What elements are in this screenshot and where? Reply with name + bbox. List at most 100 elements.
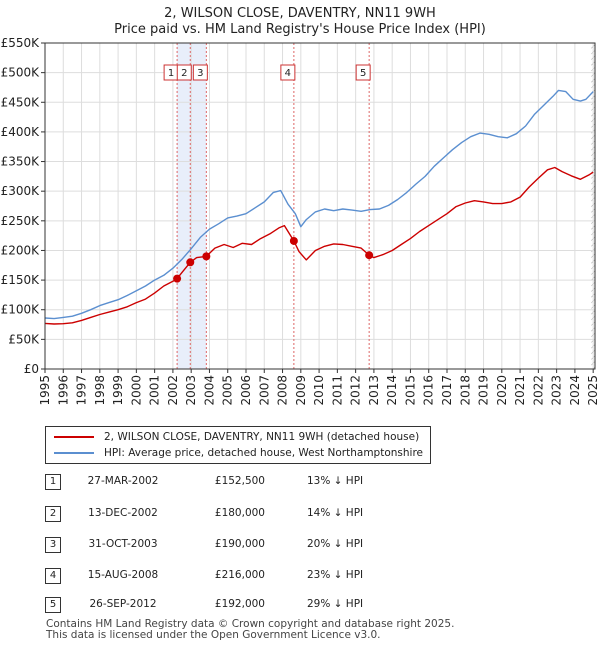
- legend-label-hpi: HPI: Average price, detached house, West…: [104, 447, 423, 459]
- sale-date: 15-AUG-2008: [87, 569, 159, 581]
- sale-date: 31-OCT-2003: [88, 538, 158, 550]
- sale-point: [289, 236, 298, 245]
- y-tick-label: £400K: [1, 125, 41, 139]
- sale-price: £216,000: [214, 569, 265, 581]
- y-tick-label: £150K: [1, 273, 41, 287]
- x-tick-label: 1997: [75, 375, 89, 406]
- x-tick-label: 2019: [477, 375, 491, 406]
- sale-price: £192,000: [214, 598, 265, 610]
- sale-row: 5 26-SEP-2012 £192,000 29% ↓ HPI: [45, 597, 445, 613]
- chart-legend: 2, WILSON CLOSE, DAVENTRY, NN11 9WH (det…: [45, 426, 431, 464]
- x-tick-label: 2008: [276, 375, 290, 406]
- sale-row: 3 31-OCT-2003 £190,000 20% ↓ HPI: [45, 537, 445, 553]
- sale-marker-badge: [280, 64, 296, 81]
- y-tick-label: £200K: [1, 243, 41, 257]
- property-price-line: [45, 166, 594, 325]
- sale-number-badge: 3: [45, 537, 61, 553]
- plot-area: [45, 43, 595, 369]
- x-tick-label: 2011: [330, 375, 344, 406]
- sale-marker-badge: [355, 64, 371, 81]
- y-tick-label: £350K: [1, 155, 41, 169]
- sale-marker-label: 4: [285, 68, 291, 79]
- y-tick-label: £250K: [1, 214, 41, 228]
- sale-number-badge: 2: [45, 506, 61, 522]
- legend-entry-property: 2, WILSON CLOSE, DAVENTRY, NN11 9WH (det…: [54, 429, 419, 445]
- sale-price: £152,500: [214, 475, 265, 487]
- y-tick-label: £50K: [8, 332, 40, 346]
- y-tick-label: £100K: [1, 303, 41, 317]
- x-tick-label: 2007: [257, 375, 271, 406]
- footer-attribution: Contains HM Land Registry data © Crown c…: [46, 619, 454, 641]
- x-tick-label: 2003: [184, 375, 198, 406]
- y-tick-label: £450K: [1, 95, 41, 109]
- sale-marker-label: 5: [360, 68, 366, 79]
- x-tick-label: 2005: [221, 375, 235, 406]
- y-tick-label: £550K: [1, 36, 41, 50]
- sale-marker-label: 3: [197, 68, 203, 79]
- sale-hpi-diff: 13% ↓ HPI: [307, 475, 364, 487]
- legend-line-property: [54, 436, 94, 438]
- x-tick-label: 1998: [93, 375, 107, 406]
- y-tick-label: £500K: [1, 66, 41, 80]
- sale-row: 4 15-AUG-2008 £216,000 23% ↓ HPI: [45, 568, 445, 584]
- sale-number-badge: 5: [45, 597, 61, 613]
- sale-hpi-diff: 23% ↓ HPI: [307, 569, 364, 581]
- x-tick-label: 2017: [440, 375, 454, 406]
- x-tick-label: 2010: [312, 375, 326, 406]
- x-tick-label: 2014: [385, 375, 399, 406]
- sale-date: 26-SEP-2012: [89, 598, 157, 610]
- chart-title: 2, WILSON CLOSE, DAVENTRY, NN11 9WH: [164, 6, 436, 21]
- sale-price: £190,000: [214, 538, 265, 550]
- sale-marker-label: 1: [168, 68, 174, 79]
- x-tick-label: 2006: [239, 375, 253, 406]
- sale-row: 2 13-DEC-2002 £180,000 14% ↓ HPI: [45, 506, 445, 522]
- x-tick-label: 2015: [403, 375, 417, 406]
- sale-row: 1 27-MAR-2002 £152,500 13% ↓ HPI: [45, 474, 445, 490]
- legend-label-property: 2, WILSON CLOSE, DAVENTRY, NN11 9WH (det…: [104, 431, 420, 443]
- x-tick-label: 1999: [111, 375, 125, 406]
- x-tick-label: 1995: [38, 375, 52, 406]
- y-tick-label: £0: [24, 362, 39, 376]
- sale-point: [202, 252, 211, 261]
- sale-price: £180,000: [214, 507, 265, 519]
- x-tick-label: 2000: [129, 375, 143, 406]
- y-tick-label: £300K: [1, 184, 41, 198]
- sale-hpi-diff: 14% ↓ HPI: [307, 507, 364, 519]
- x-tick-label: 2023: [550, 375, 564, 406]
- plot-frame: [44, 42, 596, 370]
- x-tick-label: 2025: [586, 375, 600, 406]
- x-tick-label: 2018: [458, 375, 472, 406]
- x-tick-label: 2024: [568, 375, 582, 406]
- sale-date: 13-DEC-2002: [88, 507, 158, 519]
- chart-subtitle: Price paid vs. HM Land Registry's House …: [114, 22, 486, 37]
- price-chart: 1 2 3 4 5 £0 £50K £100K £150K £200K £250K £300K £350…: [1, 36, 600, 406]
- sale-number-badge: 1: [45, 474, 61, 490]
- x-tick-label: 2021: [513, 375, 527, 406]
- sale-marker-label: 2: [181, 68, 187, 79]
- x-tick-label: 2012: [349, 375, 363, 406]
- sale-point: [173, 274, 182, 283]
- legend-line-hpi: [54, 452, 94, 454]
- x-tick-label: 2013: [367, 375, 381, 406]
- hpi-line: [45, 89, 594, 320]
- sale-hpi-diff: 29% ↓ HPI: [307, 598, 364, 610]
- x-tick-label: 2001: [148, 375, 162, 406]
- x-tick-label: 2004: [202, 375, 216, 406]
- x-tick-label: 2022: [531, 375, 545, 406]
- x-tick-label: 2020: [495, 375, 509, 406]
- sale-point: [365, 251, 374, 260]
- sale-hpi-diff: 20% ↓ HPI: [307, 538, 364, 550]
- x-tick-label: 2002: [166, 375, 180, 406]
- sale-marker-badge: [192, 64, 208, 81]
- sale-marker-badge: [176, 64, 192, 81]
- sale-point: [186, 258, 195, 267]
- legend-entry-hpi: HPI: Average price, detached house, West…: [54, 445, 423, 461]
- x-tick-label: 2009: [294, 375, 308, 406]
- sale-date: 27-MAR-2002: [87, 475, 159, 487]
- sale-number-badge: 4: [45, 568, 61, 584]
- x-tick-label: 1996: [56, 375, 70, 406]
- shaded-period: [177, 43, 207, 369]
- x-tick-label: 2016: [422, 375, 436, 406]
- footer-line: This data is licensed under the Open Gov…: [46, 629, 381, 641]
- footer-line: Contains HM Land Registry data © Crown c…: [46, 618, 455, 630]
